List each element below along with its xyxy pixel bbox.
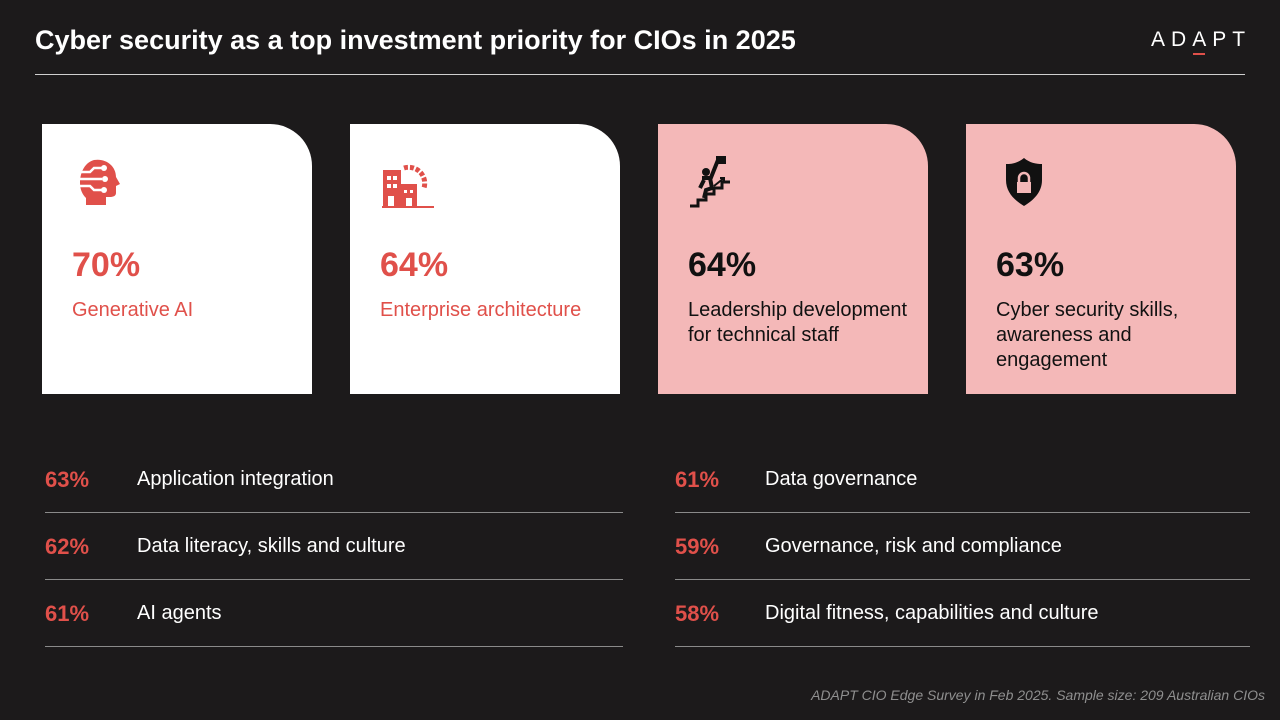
page-title: Cyber security as a top investment prior…: [35, 25, 796, 55]
card-percentage: 63%: [996, 246, 1065, 284]
item-label: Application integration: [137, 468, 334, 490]
item-label: Governance, risk and compliance: [765, 535, 1062, 557]
ai-head-icon: [76, 159, 120, 205]
item-label: Digital fitness, capabilities and cultur…: [765, 602, 1099, 624]
list-item: 63% Application integration: [45, 446, 623, 513]
item-percentage: 62%: [45, 534, 90, 559]
card-leadership-development: 64% Leadership development for technical…: [658, 124, 928, 394]
card-cyber-security-skills: 63% Cyber security skills, awareness and…: [966, 124, 1236, 394]
item-percentage: 63%: [45, 467, 90, 492]
climber-flag-icon: [690, 156, 730, 208]
list-item: 62% Data literacy, skills and culture: [45, 513, 623, 580]
card-label: Generative AI: [72, 299, 194, 321]
building-gear-icon: [382, 164, 434, 208]
card-percentage: 64%: [688, 246, 757, 284]
card-label: Leadership development for technical sta…: [688, 299, 908, 346]
card-percentage: 70%: [72, 246, 141, 284]
item-percentage: 59%: [675, 534, 720, 559]
shield-lock-icon: [1006, 158, 1042, 206]
item-label: Data governance: [765, 468, 918, 490]
item-label: Data literacy, skills and culture: [137, 535, 406, 557]
left-priority-list: 63% Application integration 62% Data liter…: [45, 446, 623, 647]
card-percentage: 64%: [380, 246, 449, 284]
list-item: 58% Digital fitness, capabilities and cul…: [675, 580, 1250, 647]
title-divider: [35, 74, 1245, 75]
list-item: 61% Data governance: [675, 446, 1250, 513]
card-label: Enterprise architecture: [380, 299, 582, 321]
item-percentage: 58%: [675, 601, 720, 626]
right-priority-list: 61% Data governance 59% Governance, risk a…: [675, 446, 1250, 647]
item-percentage: 61%: [45, 601, 90, 626]
source-footnote: ADAPT CIO Edge Survey in Feb 2025. Sampl…: [811, 687, 1265, 703]
card-label: Cyber security skills, awareness and eng…: [996, 299, 1179, 371]
adapt-logo: ADAPT: [1151, 28, 1252, 55]
item-percentage: 61%: [675, 467, 720, 492]
list-item: 59% Governance, risk and compliance: [675, 513, 1250, 580]
list-item: 61% AI agents: [45, 580, 623, 647]
card-generative-ai: 70% Generative AI: [42, 124, 312, 394]
card-enterprise-architecture: 64% Enterprise architecture: [350, 124, 620, 394]
item-label: AI agents: [137, 602, 222, 624]
